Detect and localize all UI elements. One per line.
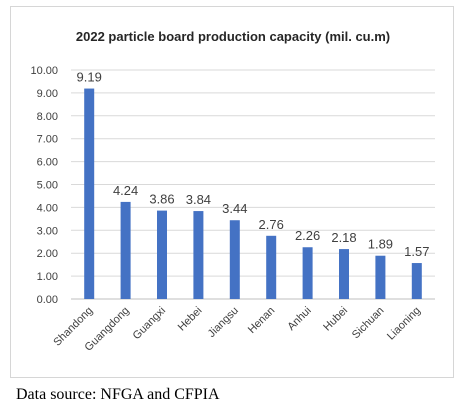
data-label: 3.84	[186, 192, 211, 207]
bar-chart: 2022 particle board production capacity …	[30, 29, 435, 354]
y-tick-label: 8.00	[37, 111, 58, 123]
y-tick-label: 1.00	[37, 271, 58, 283]
bar	[302, 247, 313, 299]
x-tick-label: Hubei	[321, 305, 350, 334]
y-tick-label: 10.00	[30, 65, 58, 77]
bar	[157, 210, 167, 299]
y-tick-label: 0.00	[37, 294, 58, 306]
source-note: Data source: NFGA and CFPIA	[16, 386, 220, 403]
y-tick-label: 4.00	[37, 202, 58, 214]
data-label: 9.19	[77, 70, 102, 85]
x-tick-label: Liaoning	[385, 305, 423, 343]
x-tick-label: Henan	[246, 305, 277, 336]
data-label: 1.57	[404, 244, 429, 259]
x-tick-label: Anhui	[285, 305, 313, 333]
bar	[375, 255, 386, 299]
chart-frame: 2022 particle board production capacity …	[10, 6, 454, 378]
y-tick-label: 5.00	[37, 180, 58, 192]
x-tick-label: Sichuan	[350, 305, 387, 342]
bar	[266, 235, 277, 299]
y-tick-label: 6.00	[37, 157, 58, 169]
data-label: 1.89	[368, 237, 393, 252]
x-tick-label: Guangxi	[131, 305, 168, 342]
gridlines	[71, 69, 435, 300]
chart-title: 2022 particle board production capacity …	[76, 29, 390, 44]
data-label: 3.44	[222, 201, 247, 216]
bar	[120, 201, 131, 299]
x-tick-label: Hebei	[176, 305, 205, 334]
y-axis-ticks: 0.00 1.00 2.00 3.00 4.00 5.00 6.00 7.00 8.00 9.00…	[30, 65, 58, 306]
bar	[193, 211, 204, 299]
x-tick-label: Jiangsu	[206, 305, 241, 340]
bars	[84, 88, 422, 299]
bar	[339, 249, 349, 299]
bar	[411, 263, 422, 299]
y-tick-label: 9.00	[37, 88, 58, 100]
data-labels: 9.19 4.24 3.86 3.84 3.44 2.76 2.26 2.18 1.89 1.57	[77, 70, 430, 259]
y-tick-label: 3.00	[37, 225, 58, 237]
data-label: 2.18	[331, 230, 356, 245]
data-label: 2.76	[259, 217, 284, 232]
data-label: 3.86	[149, 192, 174, 207]
y-tick-label: 7.00	[37, 134, 58, 146]
data-label: 2.26	[295, 228, 320, 243]
data-label: 4.24	[113, 183, 138, 198]
y-tick-label: 2.00	[37, 248, 58, 260]
bar	[229, 220, 240, 299]
bar	[84, 88, 95, 299]
